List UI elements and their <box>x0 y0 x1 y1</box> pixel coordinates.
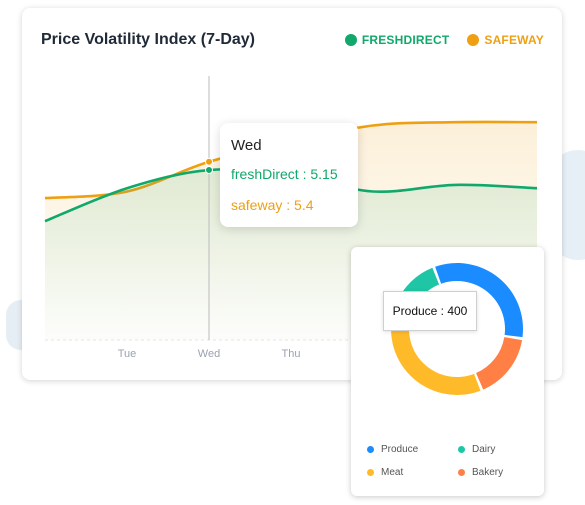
donut-legend-label: Meat <box>381 467 404 478</box>
x-tick-label: Thu <box>282 348 301 360</box>
x-tick-label: Tue <box>118 348 137 360</box>
tooltip-safeway-value: safeway : 5.4 <box>231 197 314 213</box>
hover-point-safeway <box>205 157 213 166</box>
donut-legend-item[interactable]: Dairy <box>458 444 537 455</box>
legend-dot-icon <box>367 446 374 453</box>
chart-title: Price Volatility Index (7-Day) <box>41 31 255 48</box>
donut-chart-card: Produce : 400 Produce Dairy Meat Bakery <box>351 247 544 496</box>
legend-dot-icon <box>367 469 374 476</box>
tooltip-freshdirect-value: freshDirect : 5.15 <box>231 166 338 182</box>
donut-legend-item[interactable]: Produce <box>367 444 458 455</box>
hover-point-freshdirect <box>205 166 213 175</box>
legend-item-freshdirect[interactable]: FRESHDIRECT <box>344 33 450 47</box>
donut-slice-bakery <box>476 337 523 390</box>
legend-label-freshdirect: FRESHDIRECT <box>361 33 450 47</box>
donut-slice-meat <box>391 305 481 395</box>
legend-dot-icon <box>467 34 480 46</box>
donut-legend-item[interactable]: Bakery <box>458 467 537 478</box>
donut-legend-label: Produce <box>381 444 419 455</box>
tooltip-title: Wed <box>231 137 262 154</box>
legend-label-safeway: SAFEWAY <box>484 33 544 47</box>
donut-tooltip: Produce : 400 <box>383 291 477 331</box>
chart-legend: FRESHDIRECT SAFEWAY <box>344 33 544 47</box>
donut-legend-label: Bakery <box>472 467 504 478</box>
legend-item-safeway[interactable]: SAFEWAY <box>467 33 544 47</box>
legend-dot-icon <box>458 469 465 476</box>
donut-slice-produce <box>435 263 523 338</box>
chart-tooltip: Wed freshDirect : 5.15 safeway : 5.4 <box>220 123 358 227</box>
donut-legend-item[interactable]: Meat <box>367 467 458 478</box>
legend-dot-icon <box>344 34 357 46</box>
legend-dot-icon <box>458 446 465 453</box>
donut-legend: Produce Dairy Meat Bakery <box>367 444 537 478</box>
donut-legend-label: Dairy <box>472 444 496 455</box>
x-tick-label: Wed <box>198 348 220 360</box>
